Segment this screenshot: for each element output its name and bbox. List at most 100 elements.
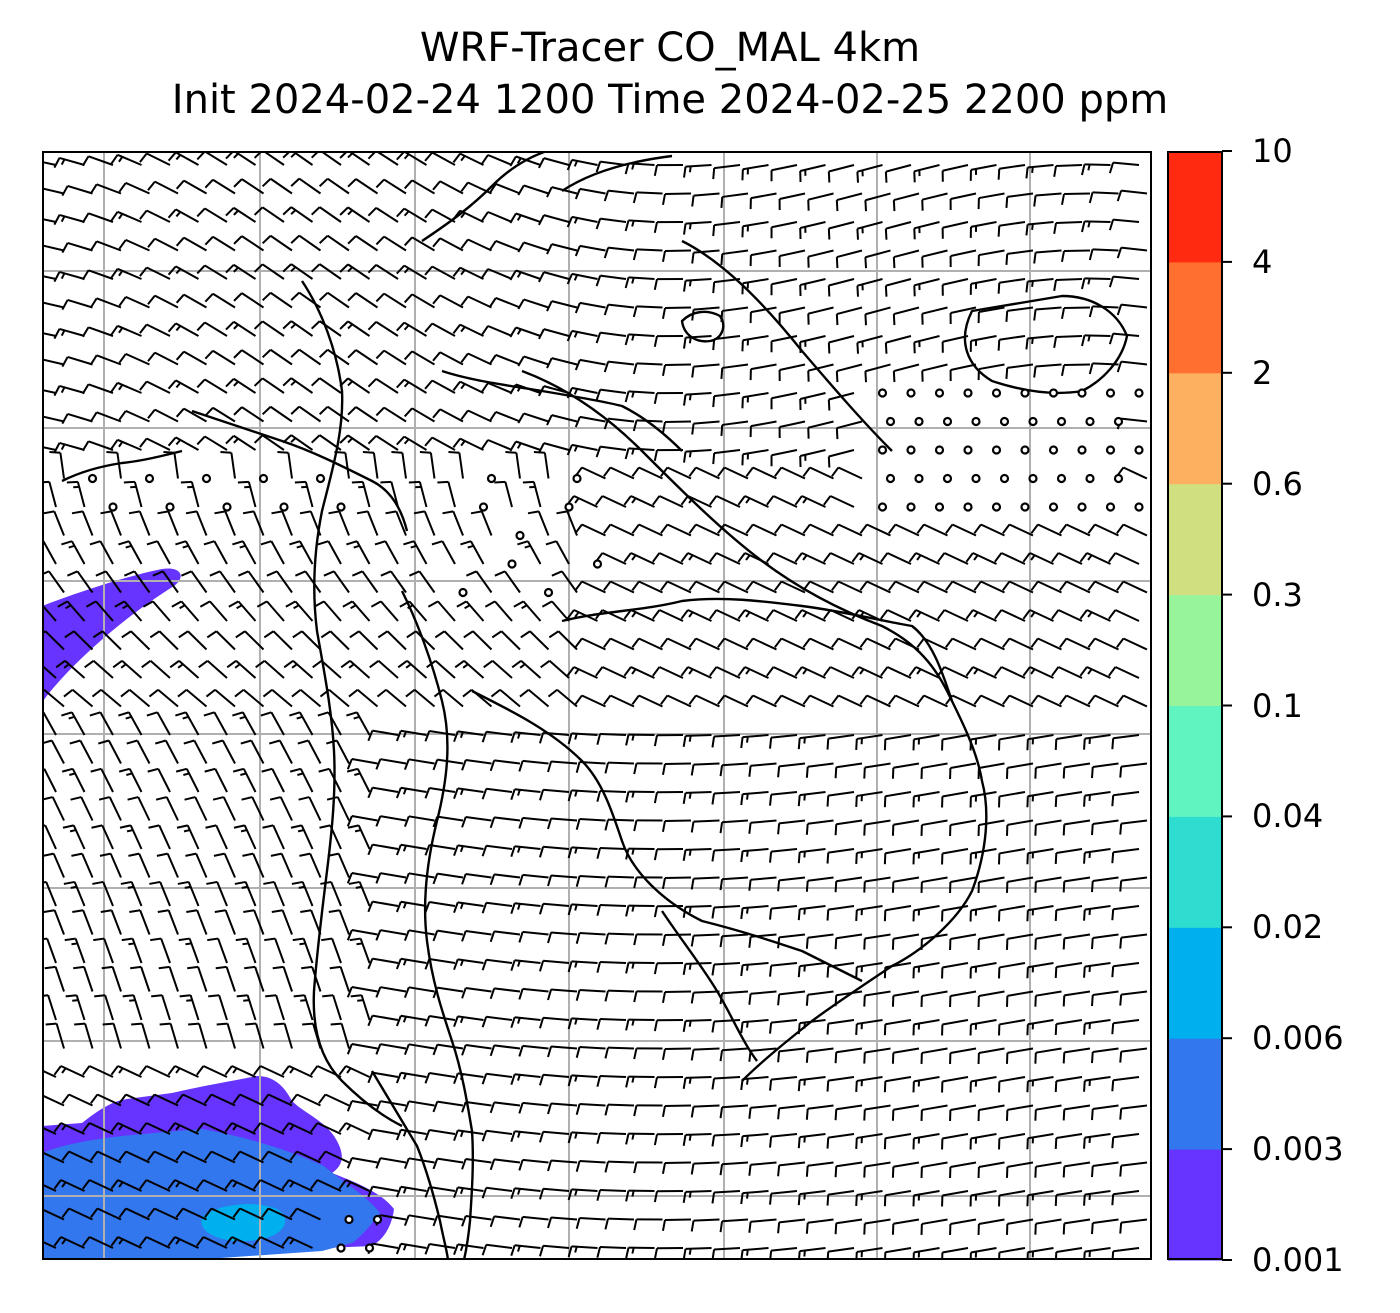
wind-barb [941, 1076, 969, 1093]
wind-barb [1025, 278, 1054, 293]
wind-barb [1053, 335, 1083, 348]
wind-barb [517, 412, 549, 424]
wind-barb [807, 249, 834, 268]
wind-barb [465, 570, 493, 594]
wind-barb [61, 1093, 93, 1107]
wind-barb [42, 332, 57, 337]
wind-barb [1060, 249, 1091, 263]
wind-barb [510, 1187, 541, 1200]
wind-barb [395, 900, 427, 913]
wind-barb [855, 1076, 883, 1092]
wind-barb [434, 630, 464, 651]
wind-barb [432, 815, 464, 828]
wind-barb [603, 523, 635, 537]
wind-barb [325, 739, 350, 764]
wind-barb [682, 962, 712, 975]
wind-barb [660, 466, 692, 480]
wind-barb [1025, 221, 1054, 236]
wind-barb [481, 958, 513, 971]
wind-barb [367, 957, 399, 970]
wind-barb [1026, 1019, 1054, 1036]
wind-barb [965, 666, 997, 679]
wind-barb [797, 1247, 826, 1260]
wind-barb [461, 872, 492, 885]
wind-barb [424, 1072, 456, 1084]
wind-barb [185, 852, 208, 878]
wind-barb [339, 206, 371, 223]
wind-barb [1119, 1218, 1148, 1234]
wind-barb [913, 278, 940, 297]
wind-barb [158, 965, 179, 992]
wind-barb [167, 1236, 199, 1249]
wind-barb [234, 880, 257, 907]
wind-barb [652, 495, 684, 508]
wind-barb [604, 818, 635, 831]
wind-barb [118, 181, 150, 195]
wind-barb [855, 1247, 883, 1260]
wind-barb [1062, 819, 1091, 836]
wind-barb [823, 666, 855, 679]
wind-barb [156, 852, 179, 878]
wind-barb [42, 994, 57, 1021]
wind-barb [1005, 1161, 1034, 1178]
wind-barb [1090, 1104, 1119, 1121]
wind-barb [774, 580, 806, 594]
wind-barb [1062, 990, 1091, 1007]
wind-barb [130, 965, 151, 992]
wind-barb [1090, 762, 1119, 779]
coastline-east-north [421, 151, 893, 452]
wind-barb [424, 730, 456, 742]
wind-barb [517, 184, 549, 196]
wind-barb [711, 962, 741, 976]
wind-barb [89, 183, 122, 195]
wind-barb [997, 164, 1026, 180]
wind-barb [884, 164, 912, 183]
wind-barb [1116, 360, 1148, 373]
wind-barb [1030, 523, 1062, 537]
wind-barb [864, 363, 891, 383]
wind-barb [53, 156, 85, 169]
wind-barb [1060, 192, 1091, 206]
wind-barb [949, 762, 977, 780]
wind-barb [916, 694, 948, 708]
wind-barb [148, 824, 171, 850]
wind-barb [603, 580, 635, 594]
wind-barb [489, 1044, 521, 1057]
wind-barb [937, 609, 969, 622]
wind-barb [1034, 819, 1062, 836]
wind-barb [408, 480, 428, 508]
wind-barb [53, 1122, 85, 1135]
wind-barb [424, 1015, 456, 1027]
wind-barb [362, 451, 379, 479]
wind-barb [973, 637, 1005, 651]
wind-barb [596, 1189, 627, 1201]
wind-barb [863, 1161, 891, 1178]
wind-barb [748, 990, 777, 1005]
wind-barb [110, 324, 142, 337]
wind-barb [1108, 161, 1140, 174]
wind-barb [973, 523, 1005, 537]
wind-barb [488, 239, 521, 252]
wind-barb [945, 523, 977, 537]
wind-barb [370, 600, 399, 622]
wind-barb [204, 235, 236, 252]
wind-barb [270, 852, 293, 878]
wind-barb [660, 580, 692, 594]
wind-barb [261, 1207, 293, 1221]
colorbar-band [1168, 594, 1222, 706]
wind-barb [318, 177, 350, 195]
wind-barb [289, 767, 314, 793]
calm-marker [1048, 502, 1059, 512]
wind-barb [253, 206, 285, 223]
wind-barb [1062, 1218, 1091, 1235]
wind-barb [1083, 962, 1111, 978]
wind-barb [81, 212, 114, 224]
wind-barb [424, 901, 456, 913]
wind-barb [653, 335, 684, 348]
calm-marker [1056, 416, 1067, 427]
calm-marker [458, 587, 468, 598]
wind-barb [367, 1014, 399, 1027]
map-panel [42, 151, 1152, 1260]
wind-barb [949, 1218, 977, 1236]
wind-barb [920, 990, 948, 1007]
